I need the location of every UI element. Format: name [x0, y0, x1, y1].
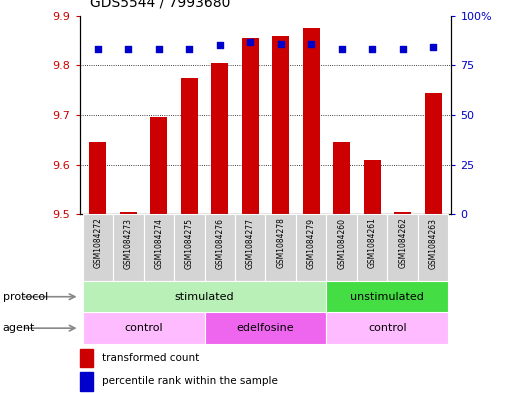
- Text: transformed count: transformed count: [102, 353, 199, 363]
- Bar: [174, 214, 205, 281]
- Text: GSM1084276: GSM1084276: [215, 218, 224, 268]
- Bar: [266, 214, 296, 281]
- Bar: [205, 312, 326, 344]
- Text: GSM1084278: GSM1084278: [276, 218, 285, 268]
- Text: edelfosine: edelfosine: [236, 323, 294, 333]
- Point: [277, 40, 285, 47]
- Bar: [80, 349, 93, 367]
- Bar: [333, 142, 350, 214]
- Point: [246, 39, 254, 45]
- Text: GSM1084277: GSM1084277: [246, 218, 255, 268]
- Bar: [418, 214, 448, 281]
- Point: [368, 46, 376, 53]
- Bar: [144, 214, 174, 281]
- Bar: [364, 160, 381, 214]
- Point: [338, 46, 346, 53]
- Text: percentile rank within the sample: percentile rank within the sample: [102, 376, 278, 386]
- Bar: [80, 372, 93, 391]
- Bar: [83, 312, 205, 344]
- Bar: [235, 214, 266, 281]
- Bar: [89, 142, 106, 214]
- Bar: [326, 312, 448, 344]
- Bar: [326, 281, 448, 312]
- Point: [94, 46, 102, 53]
- Text: GDS5544 / 7993680: GDS5544 / 7993680: [90, 0, 230, 10]
- Text: GSM1084279: GSM1084279: [307, 218, 315, 268]
- Text: control: control: [124, 323, 163, 333]
- Text: GSM1084262: GSM1084262: [398, 218, 407, 268]
- Point: [307, 40, 315, 47]
- Point: [399, 46, 407, 53]
- Bar: [357, 214, 387, 281]
- Bar: [425, 93, 442, 214]
- Text: GSM1084272: GSM1084272: [93, 218, 102, 268]
- Bar: [296, 214, 326, 281]
- Text: GSM1084263: GSM1084263: [429, 218, 438, 268]
- Bar: [83, 214, 113, 281]
- Point: [185, 46, 193, 53]
- Bar: [120, 212, 136, 214]
- Bar: [205, 214, 235, 281]
- Bar: [83, 281, 326, 312]
- Text: GSM1084274: GSM1084274: [154, 218, 163, 268]
- Bar: [272, 36, 289, 214]
- Bar: [394, 212, 411, 214]
- Text: GSM1084273: GSM1084273: [124, 218, 133, 268]
- Bar: [326, 214, 357, 281]
- Point: [215, 42, 224, 49]
- Text: GSM1084260: GSM1084260: [337, 218, 346, 268]
- Text: GSM1084261: GSM1084261: [368, 218, 377, 268]
- Bar: [181, 78, 198, 214]
- Point: [155, 46, 163, 53]
- Point: [429, 44, 437, 51]
- Point: [124, 46, 132, 53]
- Text: agent: agent: [3, 323, 35, 333]
- Bar: [387, 214, 418, 281]
- Bar: [113, 214, 144, 281]
- Bar: [150, 118, 167, 214]
- Text: GSM1084275: GSM1084275: [185, 218, 194, 268]
- Text: unstimulated: unstimulated: [350, 292, 424, 302]
- Bar: [242, 38, 259, 214]
- Text: control: control: [368, 323, 407, 333]
- Text: stimulated: stimulated: [175, 292, 234, 302]
- Bar: [211, 63, 228, 214]
- Text: protocol: protocol: [3, 292, 48, 302]
- Bar: [303, 28, 320, 214]
